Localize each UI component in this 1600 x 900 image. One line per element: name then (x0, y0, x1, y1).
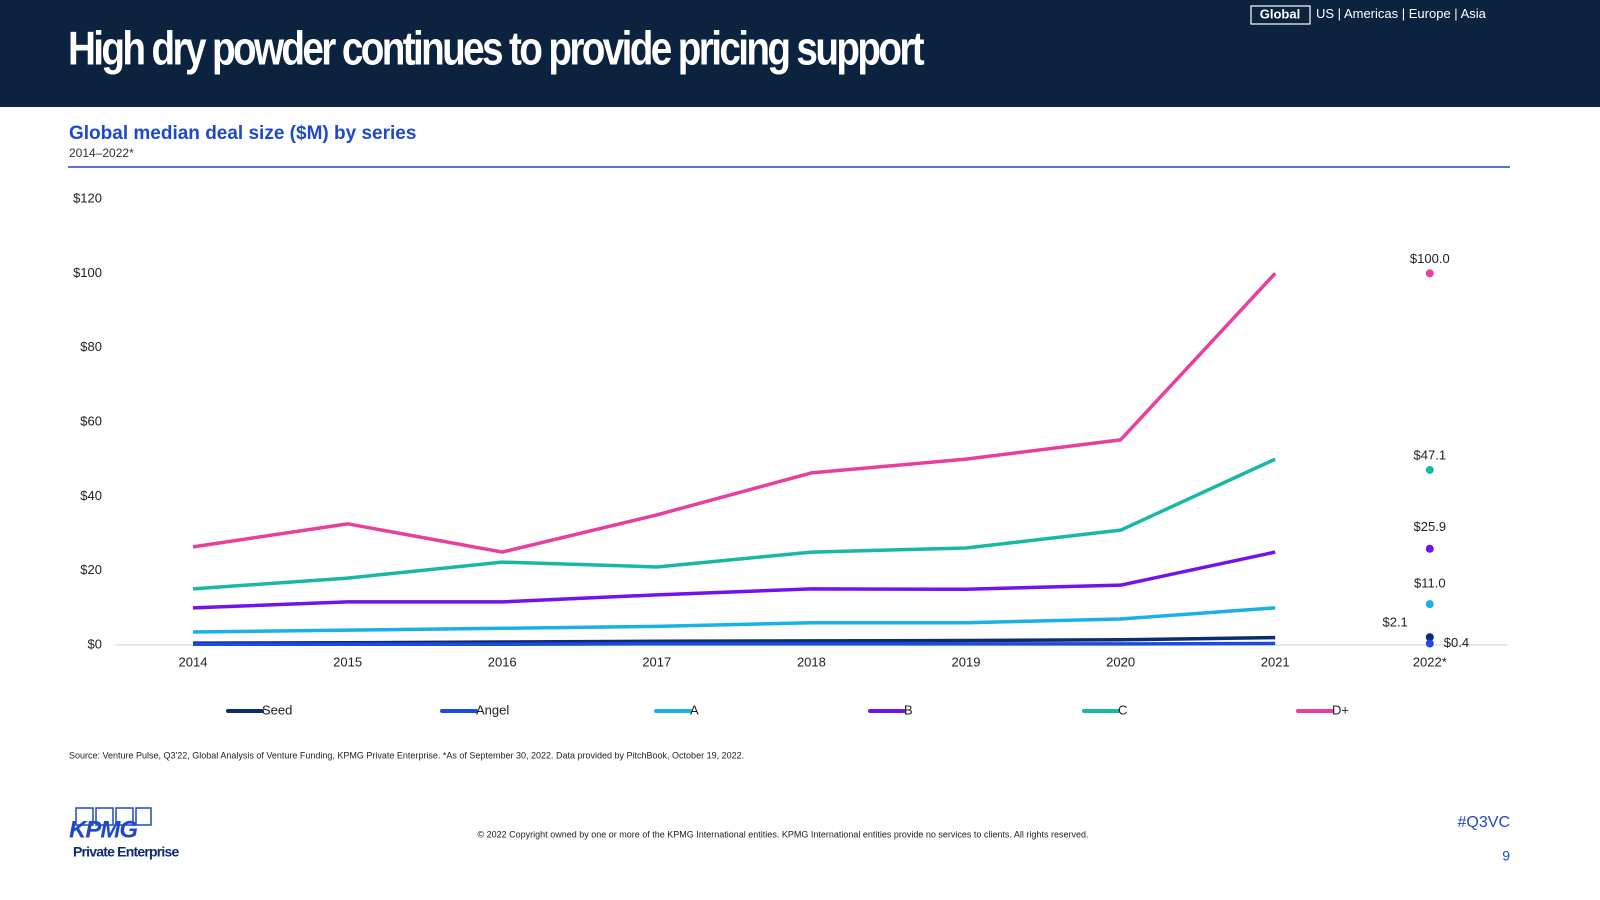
series-line (192, 550, 1276, 610)
header-bar (0, 0, 1600, 107)
x-tick-label: 2019 (952, 654, 981, 669)
data-point (1425, 633, 1434, 642)
nav-item[interactable]: Global (1260, 6, 1300, 21)
data-label: $25.9 (1414, 519, 1447, 534)
x-tick-label: 2022* (1413, 654, 1447, 669)
data-point (1425, 544, 1434, 553)
nav-item[interactable]: US (1316, 6, 1334, 21)
logo-box (95, 807, 114, 826)
x-tick-label: 2017 (642, 654, 671, 669)
x-tick-label: 2020 (1106, 654, 1135, 669)
legend-label: B (904, 702, 913, 717)
nav-item[interactable]: Asia (1461, 6, 1487, 21)
logo-box (115, 807, 134, 826)
y-tick-label: $100 (73, 265, 102, 280)
logo-box (135, 807, 152, 826)
logo-subtitle: Private Enterprise (73, 844, 179, 860)
kpmg-logo: KPMG Private Enterprise (69, 807, 180, 860)
nav-active-box (1250, 5, 1311, 25)
chart-subtitle: 2014–2022* (69, 146, 134, 160)
data-point (1425, 465, 1434, 474)
series-line (192, 457, 1276, 591)
data-label: $47.1 (1414, 447, 1447, 462)
y-tick-label: $20 (80, 562, 102, 577)
y-tick-label: $120 (73, 190, 102, 205)
series-line (193, 641, 1276, 647)
slide-title: High dry powder continues to provide pri… (68, 21, 925, 74)
y-tick-label: $80 (80, 339, 102, 354)
x-tick-label: 2021 (1261, 654, 1290, 669)
legend-label: A (690, 702, 699, 717)
nav-item[interactable]: Americas (1344, 6, 1399, 21)
data-point (1425, 600, 1434, 609)
x-tick-label: 2016 (488, 654, 517, 669)
chart-title: Global median deal size ($M) by series (69, 123, 416, 144)
y-tick-label: $0 (88, 636, 102, 651)
logo-text: KPMG (69, 816, 137, 843)
legend-label: Seed (262, 702, 292, 717)
hashtag: #Q3VC (1458, 814, 1510, 831)
legend-label: D+ (1332, 702, 1349, 717)
logo-box (75, 807, 94, 826)
legend-label: C (1118, 702, 1127, 717)
x-tick-label: 2018 (797, 654, 826, 669)
legend-label: Angel (476, 702, 509, 717)
x-tick-label: 2014 (179, 654, 208, 669)
data-label: $100.0 (1410, 251, 1450, 266)
data-label: $0.4 (1444, 635, 1469, 650)
y-tick-label: $60 (80, 413, 102, 428)
page-number: 9 (1502, 848, 1510, 864)
nav-list: US | Americas | Europe | Asia (1316, 6, 1487, 21)
data-label: $2.1 (1382, 615, 1407, 630)
data-label: $11.0 (1414, 576, 1446, 591)
y-tick-label: $40 (80, 488, 102, 503)
series-line (192, 606, 1276, 634)
source-note: Source: Venture Pulse, Q3'22, Global Ana… (69, 750, 744, 760)
data-point (1425, 639, 1434, 648)
copyright: © 2022 Copyright owned by one or more of… (478, 829, 1089, 839)
x-tick-label: 2015 (333, 654, 362, 669)
data-point (1425, 269, 1434, 278)
nav-item[interactable]: Europe (1409, 6, 1451, 21)
series-line (192, 272, 1277, 554)
